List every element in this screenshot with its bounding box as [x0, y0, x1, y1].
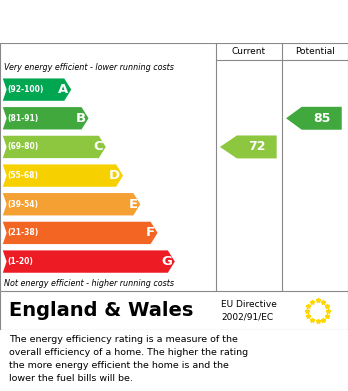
Text: Current: Current: [232, 47, 266, 56]
Polygon shape: [3, 136, 106, 158]
Text: (1-20): (1-20): [7, 257, 33, 266]
Polygon shape: [3, 193, 140, 215]
Text: F: F: [145, 226, 155, 239]
Text: EU Directive
2002/91/EC: EU Directive 2002/91/EC: [221, 300, 277, 321]
Polygon shape: [220, 135, 277, 158]
Text: Potential: Potential: [295, 47, 335, 56]
Polygon shape: [3, 79, 71, 101]
Text: (39-54): (39-54): [7, 200, 38, 209]
Text: The energy efficiency rating is a measure of the
overall efficiency of a home. T: The energy efficiency rating is a measur…: [9, 335, 248, 383]
Text: E: E: [128, 198, 137, 211]
Polygon shape: [286, 107, 342, 130]
Text: (81-91): (81-91): [7, 114, 38, 123]
Text: G: G: [161, 255, 172, 268]
Text: (55-68): (55-68): [7, 171, 38, 180]
Text: Energy Efficiency Rating: Energy Efficiency Rating: [9, 15, 210, 30]
Polygon shape: [3, 107, 88, 129]
Polygon shape: [3, 165, 123, 187]
Text: Very energy efficient - lower running costs: Very energy efficient - lower running co…: [4, 63, 174, 72]
Text: (69-80): (69-80): [7, 142, 38, 151]
Text: D: D: [109, 169, 120, 182]
Polygon shape: [3, 250, 175, 273]
Text: B: B: [76, 112, 86, 125]
Text: (92-100): (92-100): [7, 85, 44, 94]
Text: 72: 72: [248, 140, 266, 153]
Text: (21-38): (21-38): [7, 228, 38, 237]
Text: 85: 85: [313, 112, 330, 125]
Text: C: C: [93, 140, 103, 153]
Text: England & Wales: England & Wales: [9, 301, 193, 320]
Text: Not energy efficient - higher running costs: Not energy efficient - higher running co…: [4, 279, 174, 288]
Text: A: A: [58, 83, 69, 96]
Polygon shape: [3, 222, 158, 244]
